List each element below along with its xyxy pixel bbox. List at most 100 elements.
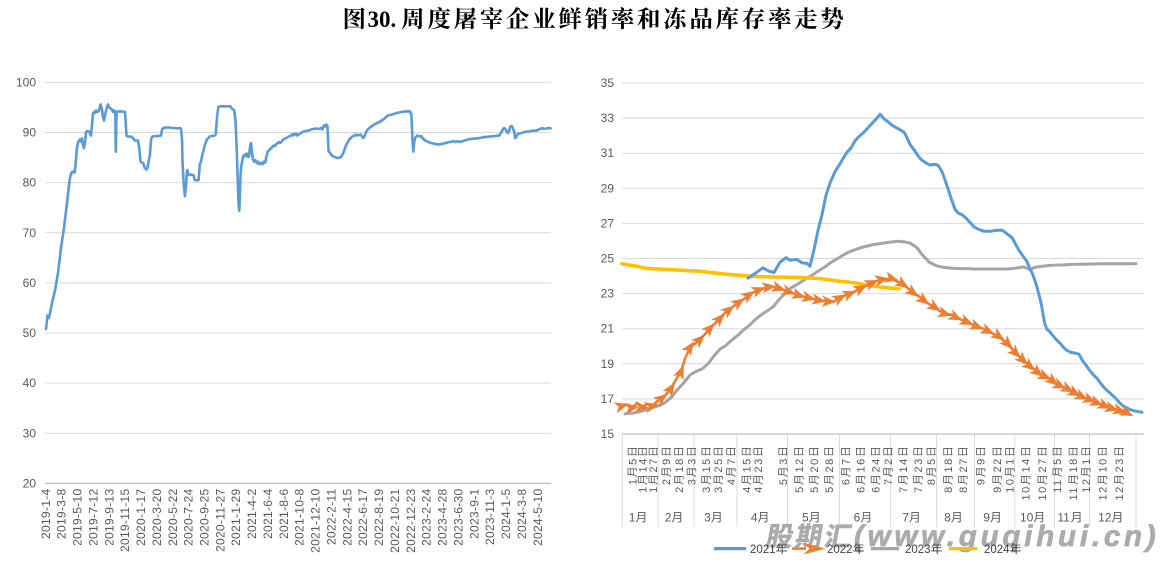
svg-text:21: 21 <box>601 322 615 336</box>
svg-text:20: 20 <box>23 476 37 490</box>
svg-text:2023: 2023 <box>905 544 931 556</box>
svg-text:6: 6 <box>854 511 861 525</box>
svg-text:2021-1-29: 2021-1-29 <box>229 488 243 545</box>
svg-text:2022-6-17: 2022-6-17 <box>356 488 370 545</box>
svg-text:9: 9 <box>661 457 673 465</box>
svg-text:2021-6-4: 2021-6-4 <box>261 488 275 538</box>
svg-text:15: 15 <box>701 457 713 472</box>
svg-text:1: 1 <box>1081 457 1093 465</box>
svg-text:30: 30 <box>23 426 37 440</box>
svg-text:9: 9 <box>976 477 988 485</box>
svg-text:2023-2-24: 2023-2-24 <box>420 488 434 545</box>
svg-text:18: 18 <box>943 457 955 472</box>
svg-text:23: 23 <box>753 457 765 472</box>
svg-text:30.: 30. <box>368 7 403 32</box>
svg-text:4: 4 <box>751 511 758 525</box>
svg-text:2022-12-23: 2022-12-23 <box>404 488 418 552</box>
svg-text:3: 3 <box>713 485 725 493</box>
svg-text:2022-8-19: 2022-8-19 <box>372 488 386 545</box>
svg-text:10: 10 <box>1021 485 1033 500</box>
svg-text:23: 23 <box>601 287 615 301</box>
svg-text:2021: 2021 <box>750 544 776 556</box>
svg-text:7: 7 <box>913 485 925 493</box>
svg-text:35: 35 <box>601 76 615 90</box>
svg-text:2023-4-28: 2023-4-28 <box>436 488 450 545</box>
svg-text:1: 1 <box>1005 457 1017 465</box>
svg-text:18: 18 <box>1068 457 1080 472</box>
svg-text:12: 12 <box>1081 477 1093 492</box>
svg-text:12: 12 <box>794 457 806 472</box>
svg-text:50: 50 <box>23 326 37 340</box>
svg-text:2019-7-12: 2019-7-12 <box>86 488 100 545</box>
svg-text:12: 12 <box>1114 485 1126 500</box>
svg-text:2023-11-3: 2023-11-3 <box>483 488 497 545</box>
svg-text:25: 25 <box>601 252 615 266</box>
svg-text:9: 9 <box>983 511 990 525</box>
svg-text:7: 7 <box>902 511 909 525</box>
svg-text:10: 10 <box>1020 511 1034 525</box>
svg-text:2022-2-11: 2022-2-11 <box>325 488 339 545</box>
svg-text:2019-9-13: 2019-9-13 <box>102 488 116 545</box>
svg-text:9: 9 <box>976 457 988 465</box>
svg-text:2020-5-22: 2020-5-22 <box>166 488 180 545</box>
svg-text:40: 40 <box>23 376 37 390</box>
svg-text:27: 27 <box>601 216 615 230</box>
svg-text:7: 7 <box>898 485 910 493</box>
svg-text:2022: 2022 <box>827 544 853 556</box>
svg-text:3: 3 <box>704 511 711 525</box>
svg-text:2024-3-8: 2024-3-8 <box>515 488 529 538</box>
svg-text:31: 31 <box>601 146 615 160</box>
svg-text:4: 4 <box>753 485 765 493</box>
svg-text:2020-9-25: 2020-9-25 <box>198 488 212 545</box>
svg-text:10: 10 <box>1005 477 1017 492</box>
svg-text:23: 23 <box>1114 457 1126 472</box>
svg-text:27: 27 <box>1037 457 1049 472</box>
svg-text:27: 27 <box>648 457 660 472</box>
svg-text:12: 12 <box>1098 511 1112 525</box>
svg-text:8: 8 <box>944 511 951 525</box>
svg-text:3: 3 <box>686 477 698 485</box>
svg-text:2024: 2024 <box>984 544 1010 556</box>
svg-text:5: 5 <box>794 485 806 493</box>
svg-text:2: 2 <box>665 511 672 525</box>
svg-text:80: 80 <box>23 176 37 190</box>
svg-text:11: 11 <box>1057 511 1070 525</box>
svg-text:16: 16 <box>856 457 868 472</box>
svg-text:7: 7 <box>726 457 738 465</box>
svg-text:3: 3 <box>686 457 698 465</box>
svg-text:22: 22 <box>992 457 1004 472</box>
svg-text:11: 11 <box>1052 478 1064 493</box>
svg-text:8: 8 <box>958 485 970 493</box>
svg-text:100: 100 <box>16 75 36 89</box>
svg-text:10: 10 <box>1037 485 1049 500</box>
svg-text:14: 14 <box>1021 457 1033 472</box>
svg-text:6: 6 <box>841 477 853 485</box>
svg-text:2: 2 <box>674 485 686 493</box>
svg-text:2024-5-10: 2024-5-10 <box>531 488 545 545</box>
svg-text:2019-11-15: 2019-11-15 <box>118 488 132 552</box>
svg-text:25: 25 <box>713 457 725 472</box>
svg-text:3: 3 <box>778 457 790 465</box>
svg-text:19: 19 <box>601 357 615 371</box>
svg-text:5: 5 <box>926 457 938 465</box>
svg-text:6: 6 <box>856 485 868 493</box>
svg-text:27: 27 <box>958 457 970 472</box>
svg-text:5: 5 <box>802 511 809 525</box>
svg-text:2019-3-8: 2019-3-8 <box>55 488 69 538</box>
svg-text:2021-8-6: 2021-8-6 <box>277 488 291 538</box>
svg-text:28: 28 <box>824 457 836 472</box>
svg-text:2022-10-21: 2022-10-21 <box>388 488 402 552</box>
svg-text:60: 60 <box>23 276 37 290</box>
svg-text:1: 1 <box>629 511 636 525</box>
svg-text:1: 1 <box>638 485 650 493</box>
svg-text:1: 1 <box>648 485 660 493</box>
svg-text:23: 23 <box>913 457 925 472</box>
svg-text:7: 7 <box>841 457 853 465</box>
svg-text:14: 14 <box>638 457 650 472</box>
svg-text:2023-9-1: 2023-9-1 <box>467 488 481 538</box>
svg-text:2019-5-10: 2019-5-10 <box>71 488 85 545</box>
svg-text:2024-1-5: 2024-1-5 <box>499 488 513 538</box>
svg-text:7: 7 <box>883 477 895 485</box>
svg-text:70: 70 <box>23 226 37 240</box>
svg-text:1: 1 <box>627 477 639 485</box>
